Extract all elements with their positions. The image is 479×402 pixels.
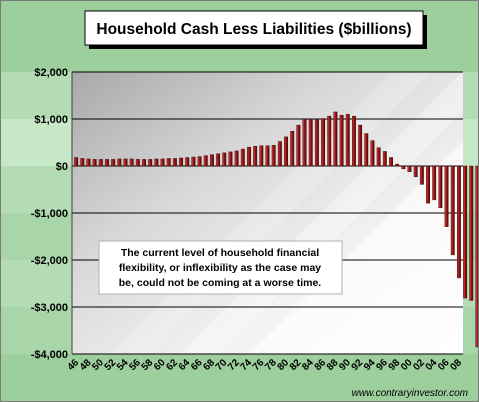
bar-83 <box>302 118 307 167</box>
bar-06 <box>444 165 449 227</box>
chart-title: Household Cash Less Liabilities ($billio… <box>96 21 411 38</box>
bar-55 <box>129 158 134 167</box>
bar-99 <box>401 165 406 170</box>
bar-78 <box>271 145 276 167</box>
bar-87 <box>327 115 332 167</box>
bar-62 <box>172 158 177 167</box>
bar-94 <box>370 140 375 167</box>
annotation-line-2: flexibility, or inflexibility as the cas… <box>119 262 321 274</box>
bar-07 <box>450 165 455 256</box>
annotation-box <box>98 240 343 295</box>
bar-56 <box>135 159 140 167</box>
bar-50 <box>98 159 103 167</box>
bar-65 <box>191 156 196 167</box>
bar-76 <box>259 145 264 167</box>
bar-59 <box>154 158 159 167</box>
bar-70 <box>222 152 227 167</box>
bar-60 <box>160 158 165 167</box>
bar-88 <box>333 111 338 167</box>
bar-51 <box>105 159 109 167</box>
bar-57 <box>142 159 146 167</box>
bar-49 <box>92 159 97 167</box>
bar-92 <box>358 124 363 167</box>
y-tick-label: $0 <box>56 161 68 173</box>
bar-67 <box>203 155 208 167</box>
bar-86 <box>321 118 326 167</box>
y-tick-label: -$2,000 <box>31 255 68 267</box>
bar-04 <box>432 165 437 201</box>
bar-63 <box>179 157 184 167</box>
bar-79 <box>277 141 282 167</box>
bar-95 <box>376 147 381 167</box>
bar-68 <box>209 154 214 167</box>
bar-03 <box>426 165 430 204</box>
bar-52 <box>111 159 116 167</box>
y-tick-label: $1,000 <box>34 114 68 126</box>
bar-02 <box>419 165 424 185</box>
bar-undefined <box>463 165 468 299</box>
bar-85 <box>314 119 319 167</box>
annotation-line-3: be, could not be coming at a worse time. <box>119 277 322 289</box>
y-tick-label: -$3,000 <box>31 302 68 314</box>
bar-58 <box>148 159 153 167</box>
bar-72 <box>234 150 239 167</box>
bar-00 <box>407 165 412 172</box>
bar-54 <box>123 158 128 167</box>
bar-91 <box>351 115 356 167</box>
bar-98 <box>395 163 400 167</box>
bar-96 <box>382 151 387 167</box>
bar-69 <box>216 153 221 167</box>
bar-71 <box>228 151 233 167</box>
bar-75 <box>253 146 258 167</box>
bar-undefined <box>469 165 474 301</box>
bar-73 <box>240 148 245 167</box>
bar-80 <box>284 136 288 167</box>
bar-84 <box>308 119 313 167</box>
bar-01 <box>413 165 418 178</box>
bar-66 <box>197 156 202 167</box>
y-tick-label: -$1,000 <box>31 208 68 220</box>
bar-layer <box>74 111 479 348</box>
watermark: www.contraryinvestor.com <box>352 388 468 399</box>
y-tick-label: $2,000 <box>34 67 68 79</box>
bar-82 <box>296 124 301 167</box>
bar-77 <box>265 145 270 167</box>
bar-74 <box>247 146 251 167</box>
bar-93 <box>364 133 369 167</box>
bar-97 <box>389 157 393 167</box>
bar-61 <box>166 158 171 167</box>
bar-81 <box>290 130 295 167</box>
y-axis-tick-labels: $2,000 $1,000 $0 -$1,000 -$2,000 -$3,000 -$4,0… <box>31 67 68 361</box>
bar-89 <box>339 114 344 167</box>
y-tick-label: -$4,000 <box>31 349 68 361</box>
plot-diagonal-light <box>250 141 463 354</box>
annotation-line-1: The current level of household financial <box>121 247 319 259</box>
bar-47 <box>80 158 85 167</box>
bar-08 <box>456 165 461 279</box>
bar-48 <box>86 158 91 167</box>
bar-64 <box>185 157 190 167</box>
bar-53 <box>117 158 122 167</box>
bar-undefined <box>475 165 479 348</box>
title-box <box>84 10 424 46</box>
bar-05 <box>438 165 443 209</box>
bar-46 <box>74 157 79 167</box>
bar-90 <box>345 114 350 167</box>
